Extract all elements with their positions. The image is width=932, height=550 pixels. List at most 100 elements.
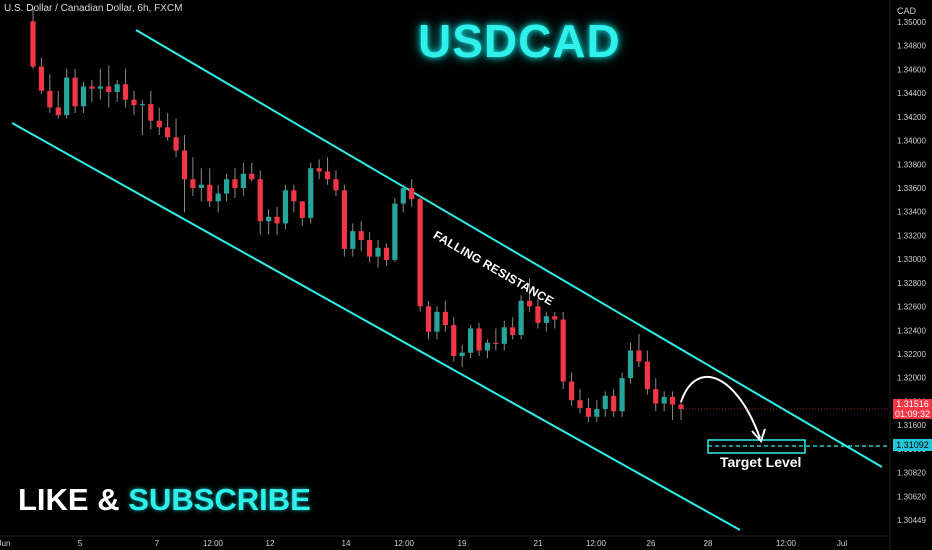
candle-body	[611, 395, 617, 412]
y-tick-label: 1.32600	[897, 303, 926, 312]
candle-body	[493, 342, 499, 344]
candle-body	[223, 179, 230, 194]
candle-body	[669, 396, 676, 405]
y-tick-label: 1.31600	[897, 421, 926, 430]
x-tick-label: 19	[458, 539, 467, 548]
candle-body	[375, 247, 381, 257]
candle-body	[518, 300, 524, 336]
arrow-head	[751, 428, 766, 443]
y-tick-label: 1.33600	[897, 184, 926, 193]
falling-resistance-line	[135, 29, 883, 468]
candle-body	[392, 203, 398, 260]
candle-body	[165, 127, 171, 138]
candle-body	[38, 66, 45, 91]
candle-body	[619, 378, 625, 412]
y-tick-label: 1.33800	[897, 160, 926, 169]
candle-body	[417, 199, 423, 307]
candle-body	[468, 328, 474, 353]
candle-body	[181, 150, 188, 180]
candle-body	[47, 90, 53, 108]
x-tick-label: 12:00	[586, 539, 607, 548]
candle-body	[106, 86, 112, 92]
y-tick-label: 1.32200	[897, 350, 926, 359]
candle-body	[560, 319, 566, 382]
candle-body	[661, 396, 667, 404]
candle-body	[594, 409, 600, 417]
candle-body	[72, 77, 78, 107]
y-tick-label: 1.35000	[897, 18, 926, 27]
x-tick-label: 12	[266, 539, 275, 548]
like-subscribe-banner: LIKE & SUBSCRIBE	[18, 482, 311, 518]
currency-label: CAD	[897, 6, 917, 16]
x-tick-label: 26	[647, 539, 656, 548]
target-level-label: Target Level	[720, 454, 802, 470]
candle-body	[232, 179, 238, 189]
candle-body	[526, 300, 533, 307]
candle-body	[282, 190, 289, 224]
candle-body	[215, 193, 221, 202]
x-tick-label: 21	[534, 539, 543, 548]
candle-body	[442, 311, 448, 326]
candle-body	[308, 168, 314, 218]
candle-body	[543, 316, 549, 323]
x-tick-label: 12:00	[394, 539, 415, 548]
candle-body	[577, 400, 583, 408]
candle-body	[367, 240, 373, 257]
y-tick-label: 1.34600	[897, 65, 926, 74]
candle-body	[350, 231, 356, 249]
cta-like: LIKE	[18, 482, 89, 517]
candle-body	[80, 86, 87, 107]
candle-body	[459, 352, 465, 357]
y-tick-label: 1.32400	[897, 326, 926, 335]
candle-body	[653, 389, 659, 404]
y-tick-label: 1.34000	[897, 137, 926, 146]
candle-body	[409, 188, 415, 200]
y-tick-label: 1.34800	[897, 42, 926, 51]
candle-body	[568, 381, 575, 401]
cta-subscribe: SUBSCRIBE	[128, 482, 311, 517]
candle-body	[484, 342, 491, 351]
channel-support-line	[11, 122, 741, 531]
chart-title: USDCAD	[418, 15, 621, 67]
candle-body	[316, 168, 322, 172]
y-tick-label: 1.33400	[897, 208, 926, 217]
candle-body	[383, 247, 390, 260]
candle-body	[114, 84, 120, 92]
candle-body	[240, 173, 246, 189]
candle-countdown: 01:09:32	[894, 409, 931, 420]
candle-body	[333, 179, 339, 191]
x-tick-label: Jul	[837, 539, 847, 548]
candle-body	[644, 361, 650, 390]
candle-body	[64, 77, 70, 116]
y-tick-label: 1.33000	[897, 255, 926, 264]
current-price-badge: 1.31516 01:09:32	[893, 399, 932, 420]
candle-body	[358, 231, 364, 241]
cta-ampersand: &	[97, 482, 120, 517]
candle-body	[299, 201, 305, 218]
target-price-badge: 1.31092	[893, 439, 932, 451]
candle-body	[131, 99, 137, 106]
x-tick-label: 14	[342, 539, 351, 548]
candle-body	[341, 190, 347, 249]
candle-body	[89, 86, 95, 89]
candle-body	[425, 306, 432, 332]
x-tick-label: 7	[155, 539, 160, 548]
x-tick-label: 5	[78, 539, 83, 548]
candle-body	[552, 316, 558, 320]
candle-body	[400, 188, 406, 204]
candle-body	[266, 216, 272, 222]
y-tick-label: 1.32800	[897, 279, 926, 288]
candle-body	[173, 137, 179, 151]
candle-body	[535, 306, 541, 323]
candle-body	[291, 190, 297, 202]
candle-body	[122, 84, 129, 100]
candle-body	[510, 327, 516, 336]
projection-arrow	[680, 375, 761, 439]
y-tick-label: 1.34200	[897, 113, 926, 122]
symbol-label: U.S. Dollar / Canadian Dollar, 6h, FXCM	[4, 3, 183, 14]
candle-body	[636, 350, 642, 362]
candle-body	[257, 179, 263, 222]
y-tick-label: 1.30820	[897, 469, 926, 478]
